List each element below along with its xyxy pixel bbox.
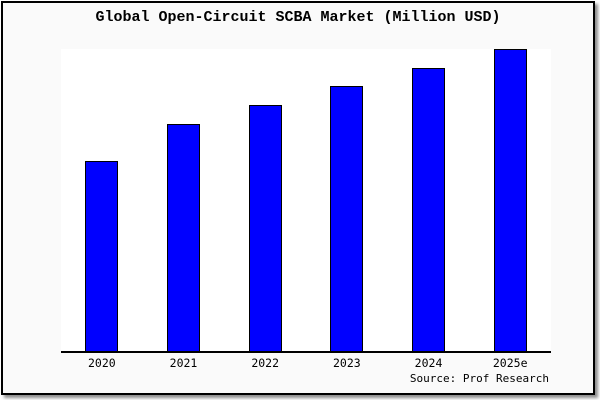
x-tick-label-2022: 2022	[251, 356, 280, 370]
x-tick-label-2024: 2024	[414, 356, 443, 370]
x-tick-label-2023: 2023	[333, 356, 361, 370]
bar-slot	[388, 49, 470, 351]
bar-2024	[412, 67, 446, 351]
source-credit: Source: Prof Research	[409, 372, 549, 385]
x-tick-slot: 2025e	[469, 356, 551, 370]
bar-2025e	[493, 48, 527, 351]
bar-slot	[469, 48, 551, 351]
bar-2021	[167, 123, 200, 351]
bar-slot	[306, 49, 388, 351]
bar-slot	[61, 49, 143, 351]
x-tick-slot: 2024	[388, 356, 470, 370]
x-tick-slot: 2023	[306, 356, 388, 370]
x-tick-slot: 2021	[143, 356, 225, 370]
x-tick-label-2025e: 2025e	[492, 356, 528, 370]
x-axis-labels: 2020 2021 2022 2023 2024 2025e	[61, 356, 551, 370]
bar-2020	[85, 160, 119, 351]
bar-slot	[143, 49, 225, 351]
bar-2022	[248, 105, 282, 351]
bar-2023	[330, 86, 364, 351]
x-tick-label-2021: 2021	[169, 356, 198, 370]
x-tick-slot: 2020	[61, 356, 143, 370]
x-tick-slot: 2022	[224, 356, 306, 370]
x-tick-label-2020: 2020	[87, 356, 116, 370]
bar-slot	[224, 49, 306, 351]
chart-title: Global Open-Circuit SCBA Market (Million…	[95, 9, 501, 26]
plot-area	[61, 48, 551, 353]
chart-card: Global Open-Circuit SCBA Market (Million…	[1, 1, 595, 395]
